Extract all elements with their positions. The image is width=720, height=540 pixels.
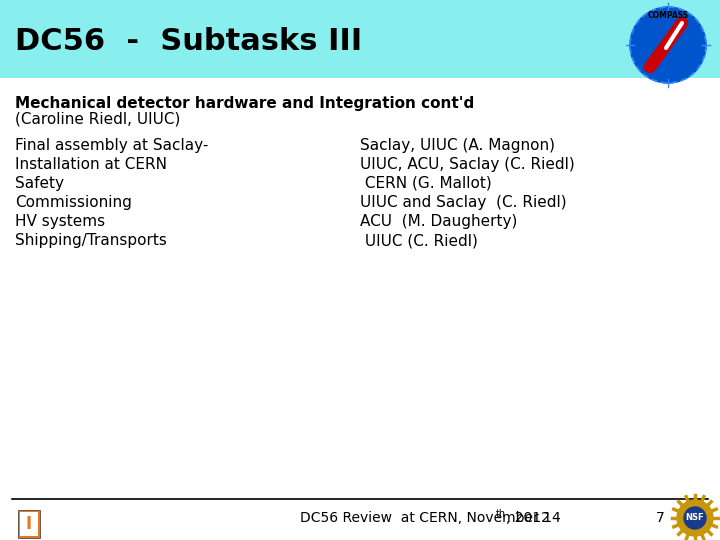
Circle shape — [630, 7, 706, 83]
Text: CERN (G. Mallot): CERN (G. Mallot) — [360, 176, 492, 191]
Text: Commissioning: Commissioning — [15, 195, 132, 210]
Text: Safety: Safety — [15, 176, 64, 191]
Text: Mechanical detector hardware and Integration cont'd: Mechanical detector hardware and Integra… — [15, 96, 474, 111]
Text: DC56 Review  at CERN, November 14: DC56 Review at CERN, November 14 — [300, 511, 561, 525]
Text: COMPASS: COMPASS — [647, 11, 688, 21]
Text: NSF: NSF — [685, 514, 704, 523]
Text: UIUC, ACU, Saclay (C. Riedl): UIUC, ACU, Saclay (C. Riedl) — [360, 157, 575, 172]
Text: HV systems: HV systems — [15, 214, 105, 229]
Text: UIUC and Saclay  (C. Riedl): UIUC and Saclay (C. Riedl) — [360, 195, 567, 210]
FancyBboxPatch shape — [0, 0, 720, 78]
Text: , 2012: , 2012 — [506, 511, 550, 525]
Circle shape — [677, 500, 713, 536]
Text: 7: 7 — [656, 511, 665, 525]
Text: UIUC (C. Riedl): UIUC (C. Riedl) — [360, 233, 478, 248]
Text: Installation at CERN: Installation at CERN — [15, 157, 167, 172]
Circle shape — [684, 507, 706, 529]
Text: th: th — [496, 509, 506, 519]
Text: Saclay, UIUC (A. Magnon): Saclay, UIUC (A. Magnon) — [360, 138, 555, 153]
FancyBboxPatch shape — [18, 510, 40, 538]
Text: Final assembly at Saclay-: Final assembly at Saclay- — [15, 138, 208, 153]
Text: Shipping/Transports: Shipping/Transports — [15, 233, 167, 248]
Text: ACU  (M. Daugherty): ACU (M. Daugherty) — [360, 214, 518, 229]
Text: I: I — [26, 515, 32, 533]
Text: DC56  -  Subtasks III: DC56 - Subtasks III — [15, 28, 362, 57]
FancyBboxPatch shape — [20, 512, 38, 536]
Text: (Caroline Riedl, UIUC): (Caroline Riedl, UIUC) — [15, 112, 181, 127]
